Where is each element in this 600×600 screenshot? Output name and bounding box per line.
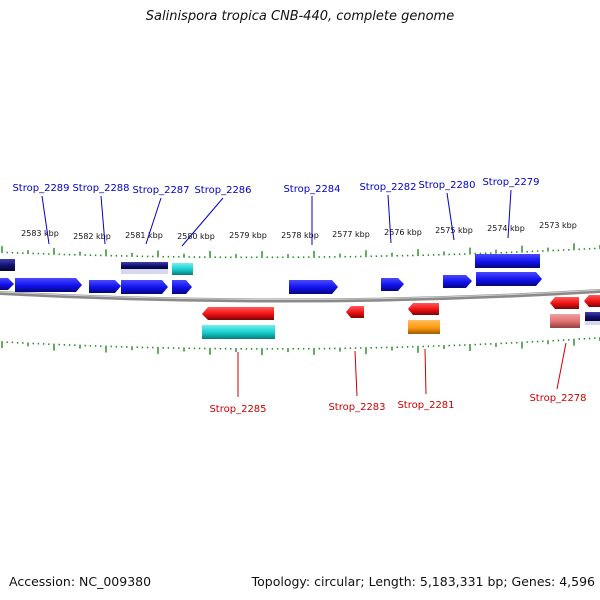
genome-summary: Topology: circular; Length: 5,183,331 bp…: [251, 574, 595, 589]
gene-label-plus[interactable]: Strop_2288: [72, 183, 129, 194]
gene-feature-navy[interactable]: [585, 312, 600, 321]
gene-feature-plus[interactable]: [121, 262, 168, 269]
map-title: Salinispora tropica CNB-440, complete ge…: [145, 9, 455, 24]
leader-line: [181, 197, 224, 247]
gene-label-plus[interactable]: Strop_2284: [283, 184, 340, 195]
gene-label-plus[interactable]: Strop_2280: [418, 180, 475, 191]
gene-label-plus[interactable]: Strop_2286: [194, 185, 251, 196]
gene-feature-orange[interactable]: [408, 320, 440, 334]
gene-feature-plus[interactable]: [475, 254, 540, 268]
leader-line: [424, 348, 427, 395]
leader-line: [41, 195, 50, 245]
gene-feature-plus[interactable]: [0, 259, 15, 271]
genome-backbone: [0, 289, 600, 303]
leader-line: [446, 192, 455, 241]
leader-line: [100, 195, 106, 245]
gene-label-minus[interactable]: Strop_2285: [209, 404, 266, 415]
ruler-label: 2581 kbp: [125, 231, 163, 240]
ruler-label: 2578 kbp: [281, 231, 319, 240]
gene-feature-plus[interactable]: [443, 275, 472, 288]
leader-line: [387, 194, 392, 244]
gene-feature-minus[interactable]: [346, 306, 364, 318]
leader-line: [354, 350, 358, 397]
gene-feature-minus[interactable]: [584, 295, 600, 307]
gene-feature-plus[interactable]: [89, 280, 121, 293]
gene-label-minus[interactable]: Strop_2281: [397, 400, 454, 411]
ruler-label: 2577 kbp: [332, 230, 370, 239]
ruler-label: 2583 kbp: [21, 229, 59, 238]
gene-label-plus[interactable]: Strop_2289: [12, 183, 69, 194]
leader-line: [145, 197, 162, 245]
gene-feature-minus[interactable]: [550, 297, 579, 309]
gene-feature-minus[interactable]: [408, 303, 439, 315]
gene-label-minus[interactable]: Strop_2283: [328, 402, 385, 413]
accession-text: Accession: NC_009380: [9, 574, 152, 589]
gene-feature-navy: [585, 321, 600, 325]
gene-feature-plus[interactable]: [476, 272, 542, 286]
ruler-ticks-top: [1, 243, 600, 259]
ruler-label: 2576 kbp: [384, 228, 422, 237]
gene-feature-plus[interactable]: [381, 278, 404, 291]
ruler-label: 2582 kbp: [73, 232, 111, 241]
gene-label-plus[interactable]: Strop_2287: [132, 185, 189, 196]
gene-feature-pink[interactable]: [550, 314, 580, 328]
gene-label-minus[interactable]: Strop_2278: [529, 393, 586, 404]
gene-feature-plus: [121, 269, 168, 274]
leader-line: [507, 189, 512, 239]
ruler-label: 2579 kbp: [229, 231, 267, 240]
gene-label-plus[interactable]: Strop_2282: [359, 182, 416, 193]
gene-feature-plus[interactable]: [172, 280, 192, 294]
genome-backbone-highlight: [0, 289, 600, 301]
rna-feature[interactable]: [172, 263, 193, 275]
leader-line: [556, 342, 567, 390]
ruler-label: 2575 kbp: [435, 226, 473, 235]
ruler-label: 2580 kbp: [177, 232, 215, 241]
gene-feature-plus[interactable]: [289, 280, 338, 294]
gene-feature-plus[interactable]: [0, 278, 14, 290]
gene-feature-plus[interactable]: [121, 280, 168, 294]
ruler-label: 2574 kbp: [487, 224, 525, 233]
gene-feature-minus[interactable]: [202, 307, 274, 320]
gene-label-plus[interactable]: Strop_2279: [482, 177, 539, 188]
ruler-label: 2573 kbp: [539, 221, 577, 230]
ruler-ticks-bottom: [1, 337, 600, 356]
gene-feature-plus[interactable]: [15, 278, 82, 292]
rna-feature[interactable]: [202, 325, 275, 339]
